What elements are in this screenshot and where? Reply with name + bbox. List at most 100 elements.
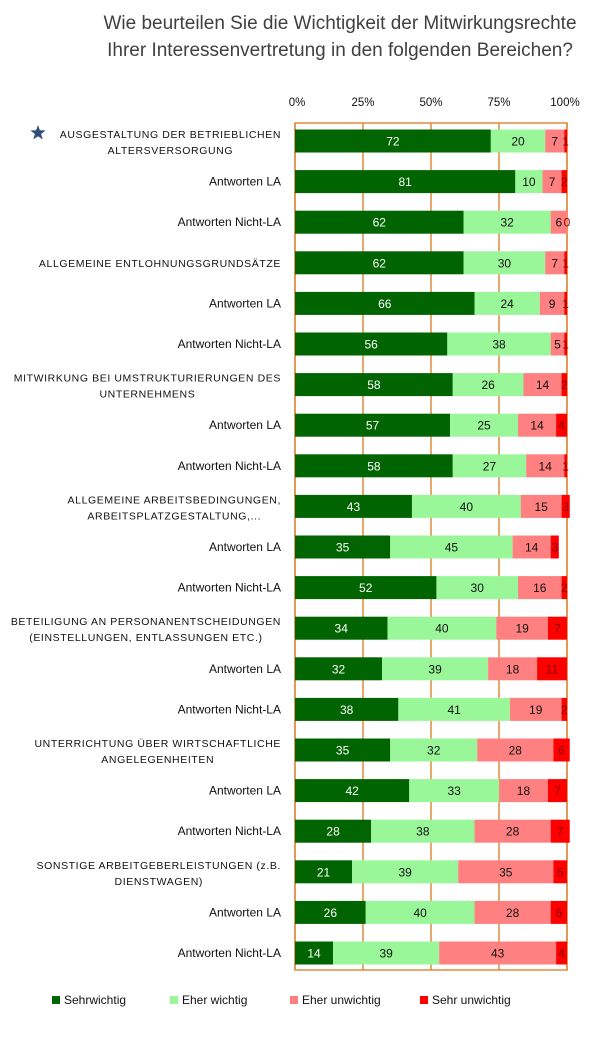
data-label: 39: [398, 865, 412, 879]
bar-segment-sehr-wichtig: [295, 900, 366, 924]
bar-segment-sehr-wichtig: [295, 494, 412, 518]
category-label-line-2: ARBEITSPLATZGESTALTUNG,...: [87, 510, 261, 522]
category-label-line-1: SONSTIGE ARBEITGEBERLEISTUNGEN (z.B.: [37, 860, 281, 872]
data-label: 1: [562, 459, 569, 473]
data-label: 38: [492, 338, 506, 352]
data-label: 28: [506, 906, 520, 920]
sub-label: Antworten Nicht-LA: [178, 459, 281, 473]
data-label: 56: [364, 338, 378, 352]
data-label: 26: [324, 906, 338, 920]
category-label-line-2: UNTERNEHMENS: [99, 389, 195, 401]
bar-segment-sehr-wichtig: [295, 129, 491, 153]
bar-segment-eher-wichtig: [447, 332, 551, 356]
data-label: 10: [522, 175, 536, 189]
bar-segment-eher-wichtig: [474, 291, 540, 315]
sub-label: Antworten LA: [209, 175, 281, 189]
category-label-line-2: ALTERSVERSORGUNG: [108, 145, 234, 157]
data-label: 27: [483, 459, 497, 473]
bar-segment-sehr-wichtig: [295, 291, 475, 315]
bar-segment-sehr-unwichtig: [550, 535, 559, 559]
bar-segment-eher-unwichtig: [539, 291, 565, 315]
bar-segment-sehr-unwichtig: [547, 616, 567, 640]
data-label: 7: [557, 825, 564, 839]
bar-segment-eher-unwichtig: [488, 657, 538, 681]
bar-segment-sehr-unwichtig: [553, 738, 570, 762]
bar-segment-eher-unwichtig: [496, 616, 548, 640]
data-label: 6: [555, 216, 562, 230]
bar-segment-eher-wichtig: [515, 170, 543, 194]
data-label: 2: [561, 581, 568, 595]
bar-segment-sehr-wichtig: [295, 332, 448, 356]
data-label: 40: [435, 622, 449, 636]
data-label: 14: [530, 419, 544, 433]
data-label: 3: [562, 500, 569, 514]
bar-segment-sehr-wichtig: [295, 657, 383, 681]
bar-segment-sehr-unwichtig: [553, 860, 567, 884]
data-label: 38: [416, 825, 430, 839]
data-label: 58: [367, 378, 381, 392]
bar-segment-eher-wichtig: [411, 494, 521, 518]
bar-segment-eher-unwichtig: [474, 819, 551, 843]
bar-segment-sehr-wichtig: [295, 170, 516, 194]
x-tick-label: 50%: [419, 97, 442, 109]
legend-swatch-sehr-unwichtig: [420, 996, 428, 1004]
bar-segment-sehr-wichtig: [295, 941, 334, 965]
bar-segment-eher-wichtig: [390, 738, 478, 762]
legend-item-sehr-unwichtig: Sehr unwichtig: [420, 993, 511, 1007]
data-label: 16: [533, 581, 547, 595]
sub-label: Antworten Nicht-LA: [178, 702, 281, 716]
category-label-line-1: MITWIRKUNG BEI UMSTRUKTURIERUNGEN DES: [14, 373, 281, 385]
bar-segment-eher-wichtig: [450, 413, 519, 437]
data-label: 1: [562, 297, 569, 311]
x-tick-label: 0%: [289, 97, 306, 109]
bar-segment-eher-unwichtig: [526, 454, 565, 478]
bar-segment-sehr-wichtig: [295, 860, 353, 884]
bar-segment-eher-unwichtig: [523, 373, 562, 397]
data-label: 57: [366, 419, 380, 433]
data-label: 28: [326, 825, 340, 839]
bar-segment-sehr-wichtig: [295, 535, 391, 559]
data-label: 28: [509, 744, 523, 758]
bar-segment-sehr-unwichtig: [550, 819, 570, 843]
data-label: 3: [551, 541, 558, 555]
bar-segment-eher-wichtig: [333, 941, 440, 965]
data-label: 1: [562, 135, 569, 149]
legend-label: Sehrwichtig: [64, 993, 127, 1007]
bar-segment-eher-unwichtig: [477, 738, 554, 762]
bar-segment-eher-wichtig: [398, 697, 510, 721]
bar-segment-eher-wichtig: [463, 210, 551, 234]
category-label-line-1: BETEILIGUNG AN PERSONANENTSCHEIDUNGEN: [11, 616, 281, 628]
x-tick-label: 100%: [550, 97, 579, 109]
data-label: 39: [379, 947, 393, 961]
category-label-line-2: DIENSTWAGEN): [115, 876, 203, 888]
bar-segment-eher-wichtig: [452, 454, 527, 478]
data-label: 35: [336, 541, 350, 555]
bar-segment-sehr-unwichtig: [561, 697, 567, 721]
data-label: 81: [398, 175, 412, 189]
data-label: 30: [471, 581, 485, 595]
data-label: 52: [359, 581, 373, 595]
data-label: 2: [561, 703, 568, 717]
data-label: 9: [549, 297, 556, 311]
sub-label: Antworten LA: [209, 540, 281, 554]
sub-label: Antworten Nicht-LA: [178, 946, 281, 960]
bar-segment-eher-unwichtig: [439, 941, 557, 965]
data-label: 38: [340, 703, 354, 717]
data-label: 26: [481, 378, 495, 392]
data-label: 20: [511, 135, 525, 149]
star-icon: [30, 125, 46, 140]
data-label: 62: [373, 216, 387, 230]
data-label: 62: [373, 256, 387, 270]
data-label: 4: [558, 947, 565, 961]
legend-item-eher-wichtig: Eher wichtig: [170, 993, 247, 1007]
bar-segment-sehr-wichtig: [295, 373, 453, 397]
bar-segment-sehr-unwichtig: [556, 941, 567, 965]
bar-segment-eher-unwichtig: [550, 332, 565, 356]
sub-label: Antworten Nicht-LA: [178, 337, 281, 351]
data-label: 39: [428, 662, 442, 676]
data-label: 66: [378, 297, 392, 311]
bar-segment-sehr-unwichtig: [561, 576, 567, 600]
sub-label: Antworten LA: [209, 905, 281, 919]
chart-title-line-1: Wie beurteilen Sie die Wichtigkeit der M…: [103, 13, 577, 34]
data-label: 34: [335, 622, 349, 636]
